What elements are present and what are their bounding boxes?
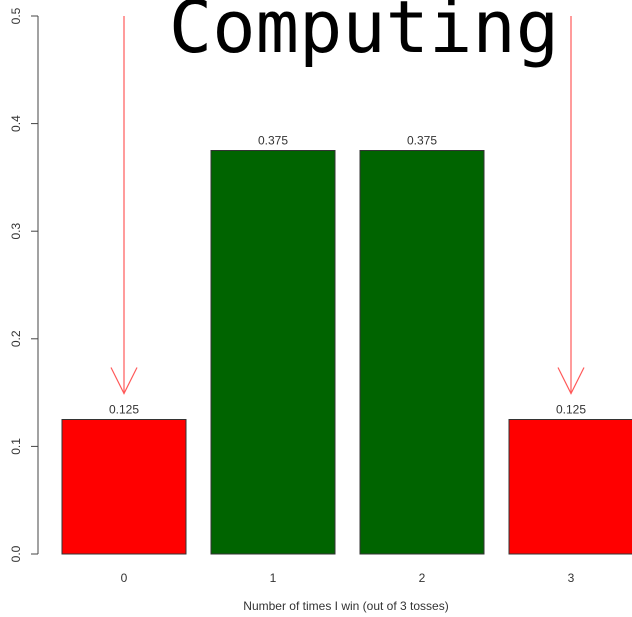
x-tick-label-3: 3 [568,571,575,585]
y-tick-label: 0.4 [9,115,23,132]
annotation-arrows [110,16,585,395]
y-tick-label: 0.2 [9,330,23,347]
x-tick-label-0: 0 [121,571,128,585]
arrow-head-3 [557,367,585,395]
data-label-1: 0.375 [258,134,288,148]
data-label-3: 0.125 [556,403,586,417]
y-tick-label: 0.0 [9,545,23,562]
bar-2 [359,150,485,555]
data-labels: 0.125 0.375 0.375 0.125 [109,134,586,417]
bar-1 [210,150,336,555]
y-ticks: 0.0 0.1 0.2 0.3 0.4 0.5 [9,7,38,562]
overlay-text: Computing [169,0,559,69]
bar-3 [508,419,632,555]
x-tick-label-1: 1 [270,571,277,585]
data-label-2: 0.375 [407,134,437,148]
bar-0 [61,419,187,555]
y-axis: 0.0 0.1 0.2 0.3 0.4 0.5 [9,7,39,562]
x-tick-labels: 0 1 2 3 [121,571,575,585]
y-tick-label: 0.1 [9,438,23,455]
data-label-0: 0.125 [109,403,139,417]
bars [61,150,632,555]
x-tick-label-2: 2 [419,571,426,585]
arrow-head-0 [110,367,138,395]
y-tick-label: 0.3 [9,223,23,240]
y-tick-label: 0.5 [9,7,23,24]
x-axis-label: Number of times I win (out of 3 tosses) [243,599,448,613]
